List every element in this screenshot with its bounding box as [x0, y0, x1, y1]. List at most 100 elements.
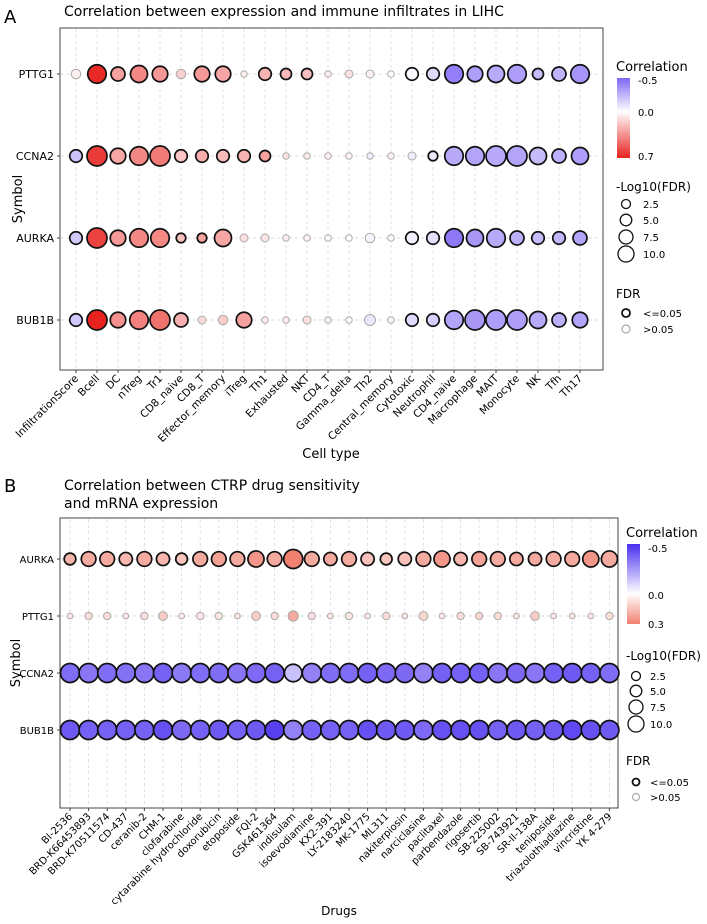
panel-a-bubble-ccna2-infiltrationscore [68, 148, 84, 164]
panel-a-x-tick-label: Th17 [557, 373, 585, 401]
panel-b-bubble-ccna2-yk-4-279 [599, 662, 620, 684]
panel-b-bubble-pttg1-mk-1775 [364, 612, 372, 620]
panel-a-x-tick-label: nTreg [115, 373, 144, 402]
panel-a-color-legend-title: Correlation [616, 60, 688, 75]
panel-b-bubble-aurka-cytarabine-hydrochloride [192, 550, 209, 568]
panel-b-bubble-pttg1-kx2-391 [326, 612, 334, 620]
panel-b-bubble-pttg1-isoevodiamine [307, 611, 316, 621]
panel-b-size-legend-title: -Log10(FDR) [626, 649, 701, 663]
panel-a-bubble-bub1b-cd4-naive [443, 309, 465, 331]
panel-a-y-tick-label: CCNA2 [16, 150, 54, 163]
panel-b-bubble-aurka-ceranib-2 [136, 550, 153, 568]
panel-a-bubble-ccna2-mait [485, 145, 507, 167]
panel-b-bubble-aurka-cd-437 [118, 551, 134, 567]
panel-b-bubble-ccna2-sb-225002 [487, 662, 509, 684]
panel-a-bubble-ccna2-itreg [236, 148, 252, 164]
panel-a-plot [61, 29, 602, 369]
panel-b-bubble-pttg1-sb-225002 [493, 611, 502, 621]
panel-b-label: B [4, 476, 16, 497]
panel-a-bubble-pttg1-mait [486, 64, 506, 84]
panel-b-bubble-ccna2-cytarabine-hydrochloride [189, 662, 211, 684]
panel-b-bubble-bub1b-fqi-2 [245, 719, 267, 741]
panel-a-bubble-aurka-th2 [364, 232, 376, 244]
panel-a-bubble-aurka-nk [530, 230, 546, 246]
panel-b-bubble-pttg1-parbendazole [456, 611, 465, 621]
panel-b-bubble-aurka-sr-ii-138a [527, 551, 543, 567]
panel-b-bubble-aurka-narciclasine [415, 550, 432, 568]
panel-b-bubble-aurka-doxorubicin [210, 550, 227, 568]
panel-b-plot-frame [59, 517, 619, 809]
panel-a-bubble-bub1b-th1 [261, 316, 269, 324]
panel-b-bubble-ccna2-triazolothiadiazine [561, 662, 583, 684]
panel-a-size-key-2 [619, 213, 633, 227]
panel-a-bubble-bub1b-cd4-t [324, 316, 332, 324]
panel-b-bubble-aurka-clofarabine [174, 552, 189, 566]
panel-b-bubble-bub1b-sr-ii-138a [524, 719, 546, 741]
panel-b-bubble-pttg1-brd-k70511574 [103, 611, 112, 621]
panel-a: A Correlation between expression and imm… [4, 4, 691, 462]
panel-b-bubble-pttg1-ly-2183240 [344, 611, 354, 621]
panel-a-bubble-aurka-infiltrationscore [68, 230, 84, 246]
panel-b-y-ticks: AURKA PTTG1 CCNA2 BUB1B [19, 555, 60, 737]
panel-a-bubble-aurka-mait [485, 227, 507, 249]
panel-a-bubble-pttg1-ntreg [129, 64, 149, 84]
panel-b-bubble-ccna2-mk-1775 [357, 662, 378, 684]
panel-b-bubble-aurka-bi-2536 [63, 552, 77, 566]
panel-b-bubble-ccna2-ceranib-2 [134, 662, 155, 684]
panel-a-y-tick-label: PTTG1 [19, 68, 54, 81]
panel-a-bubble-aurka-effector-memory [213, 228, 233, 248]
panel-a-y-ticks: PTTG1 CCNA2 AURKA BUB1B [16, 68, 60, 327]
panel-a-bubble-pttg1-infiltrationscore [70, 68, 82, 80]
panel-b-bubble-pttg1-narciclasine [418, 611, 429, 621]
panel-b-plot [59, 519, 620, 807]
panel-b-bubble-ccna2-indisulam [283, 663, 303, 683]
panel-a-bubble-ccna2-central-memory [387, 152, 395, 160]
panel-a-bubble-pttg1-cd4-naive [443, 63, 465, 85]
panel-a-bubble-aurka-monocyte [509, 230, 525, 246]
panel-b-y-tick-label: CCNA2 [19, 669, 54, 680]
panel-b-bubble-ccna2-kx2-391 [320, 662, 341, 684]
panel-b-color-bar [627, 544, 640, 624]
panel-b-bubble-aurka-triazolothiadiazine [564, 550, 581, 568]
panel-a-bubble-aurka-cd8-naive [175, 232, 187, 244]
panel-a-size-key-4 [617, 245, 635, 263]
panel-b-title-line: Correlation between CTRP drug sensitivit… [64, 478, 360, 494]
panel-b-bubble-bub1b-clofarabine [171, 719, 192, 741]
panel-a-bubble-ccna2-tfh [551, 148, 567, 164]
panel-b-title: Correlation between CTRP drug sensitivit… [64, 478, 360, 512]
panel-a-bubble-bub1b-infiltrationscore [68, 312, 84, 328]
panel-b-bubble-aurka-isoevodiamine [303, 550, 320, 568]
panel-a-bubble-bub1b-exhausted [282, 316, 290, 324]
panel-b-bubble-bub1b-brd-k66453893 [78, 719, 99, 741]
panel-b-bubble-pttg1-cd-437 [122, 612, 130, 620]
panel-a-bubble-pttg1-itreg [240, 70, 248, 78]
panel-b-bubble-ccna2-paclitaxel [431, 662, 453, 684]
panel-b-bubble-ccna2-rigosertib [468, 662, 490, 684]
panel-b-size-tick-1: 2.5 [650, 672, 666, 683]
panel-a-bubble-ccna2-monocyte [506, 145, 528, 167]
panel-a-bubble-ccna2-th2 [366, 152, 374, 160]
panel-a-color-bar [617, 78, 630, 158]
panel-b-bubble-ccna2-parbendazole [450, 662, 471, 684]
panel-a-bubble-bub1b-macrophage [464, 309, 486, 331]
panel-b-bubble-ccna2-bi-2536 [59, 662, 81, 684]
panel-b-bubble-ccna2-etoposide [227, 662, 248, 684]
panel-b-size-tick-4: 10.0 [650, 720, 672, 731]
panel-b-bubble-pttg1-clofarabine [178, 612, 186, 620]
panel-a-bubble-bub1b-nk [528, 310, 548, 330]
panel-a-bubble-pttg1-nk [531, 67, 545, 81]
panel-a-bubble-bub1b-th17 [571, 311, 589, 329]
panel-b-bubble-aurka-vincristine [581, 550, 600, 568]
panel-a-title: Correlation between expression and immun… [64, 4, 504, 20]
panel-b-bubble-aurka-gsk461364 [266, 550, 283, 568]
panel-b-bubble-ccna2-chm-1 [152, 662, 174, 684]
panel-b-bubble-bub1b-bi-2536 [59, 719, 81, 741]
panel-a-bubble-aurka-central-memory [387, 234, 395, 242]
panel-b-bubble-ccna2-narciclasine [413, 662, 434, 684]
panel-a-size-tick-4: 10.0 [643, 250, 665, 261]
panel-a-bubble-aurka-cd8-t [196, 232, 208, 244]
panel-a-bubble-pttg1-cd8-naive [175, 68, 187, 80]
panel-b-bubble-pttg1-indisulam [287, 610, 299, 622]
panel-a-color-tick-top: -0.5 [638, 76, 658, 87]
panel-b-bubble-ccna2-fqi-2 [245, 662, 267, 684]
